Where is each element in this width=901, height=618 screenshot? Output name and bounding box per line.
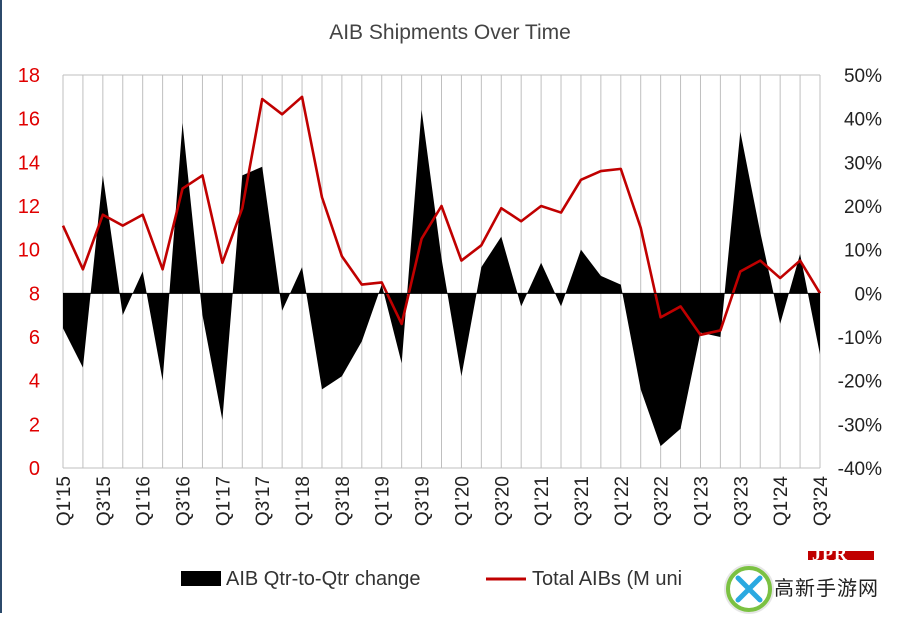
right-tick-label: 40% [844,110,882,131]
x-tick-label: Q3'16 [174,476,195,526]
left-tick-label: 10 [18,240,40,262]
chart-title: AIB Shipments Over Time [329,21,571,44]
right-tick-label: -30% [838,415,882,436]
x-tick-label: Q1'16 [134,476,155,526]
x-axis-ticks: Q1'15 Q3'15 Q1'16 Q3'16 Q1'17 Q3'17 Q1'18 Q3'18… [54,476,832,527]
x-tick-label: Q1'24 [771,476,792,527]
legend-swatch-area [181,571,221,586]
x-tick-label: Q3'15 [94,476,115,526]
right-tick-label: -20% [838,372,882,393]
left-tick-label: 4 [29,371,40,393]
right-axis-ticks: -40% -30% -20% -10% 0% 10% 20% 30% 40% 50% [838,66,882,480]
left-tick-label: 12 [18,196,40,218]
x-tick-label: Q3'24 [811,476,832,527]
x-tick-label: Q3'17 [253,476,274,526]
x-tick-label: Q3'20 [492,476,513,526]
x-tick-label: Q3'23 [731,476,752,526]
x-tick-label: Q3'22 [652,476,673,526]
right-tick-label: 10% [844,241,882,262]
watermark-text: 高新手游网 [774,572,879,601]
left-tick-label: 18 [18,65,40,87]
x-tick-label: Q1'19 [373,476,394,526]
left-tick-label: 6 [29,327,40,349]
x-tick-label: Q3'18 [333,476,354,526]
right-tick-label: 50% [844,66,882,87]
left-axis-ticks: 0 2 4 6 8 10 12 14 16 18 [18,65,40,480]
x-tick-label: Q1'21 [532,476,553,526]
left-tick-label: 2 [29,414,40,436]
left-tick-label: 16 [18,109,40,131]
x-tick-label: Q3'19 [413,476,434,526]
legend-label-line: Total AIBs (M uni [532,568,682,590]
x-tick-label: Q1'20 [452,476,473,526]
x-tick-label: Q1'17 [213,476,234,526]
x-tick-label: Q1'23 [691,476,712,526]
x-tick-label: Q1'18 [293,476,314,526]
x-tick-label: Q3'21 [572,476,593,526]
x-tick-label: Q1'22 [612,476,633,526]
legend-label-area: AIB Qtr-to-Qtr change [226,568,421,590]
right-tick-label: -40% [838,459,882,480]
watermark-logo-icon [724,564,774,614]
left-tick-label: 14 [18,152,40,174]
left-tick-label: 0 [29,458,40,480]
right-tick-label: 20% [844,197,882,218]
legend: AIB Qtr-to-Qtr change Total AIBs (M uni [181,568,682,590]
right-tick-label: 30% [844,153,882,174]
right-tick-label: -10% [838,328,882,349]
right-tick-label: 0% [855,284,883,305]
left-tick-label: 8 [29,283,40,305]
watermark: 高新手游网 [718,560,901,613]
x-tick-label: Q1'15 [54,476,75,526]
